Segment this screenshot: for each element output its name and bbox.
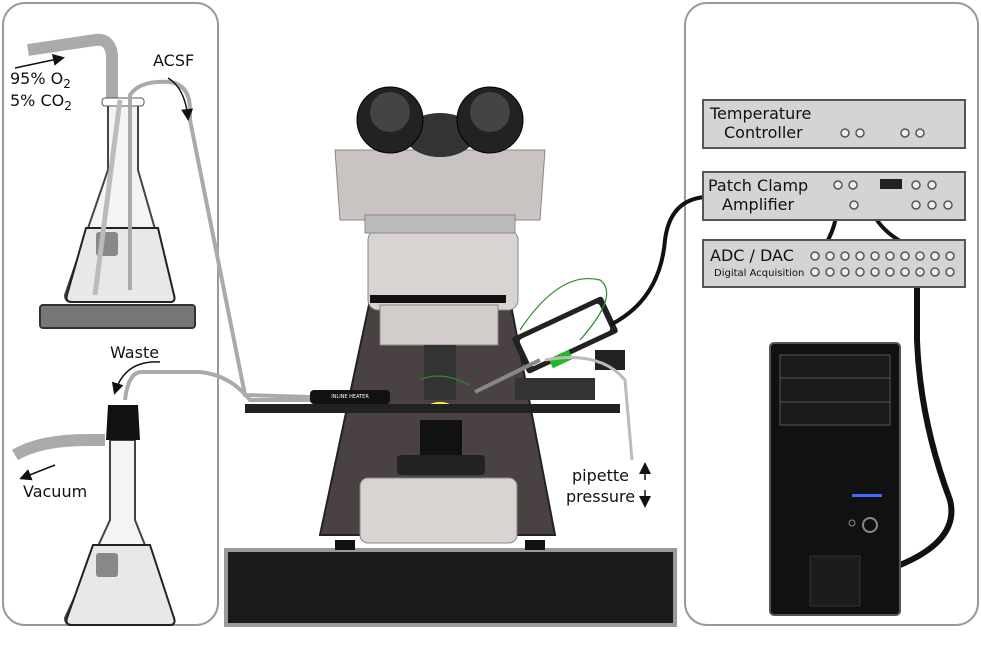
waste-label: Waste — [110, 343, 159, 362]
connector — [870, 251, 880, 261]
acsf-label: ACSF — [153, 51, 194, 70]
manipulator — [515, 378, 595, 400]
headstage-face — [519, 303, 611, 367]
connector — [885, 251, 895, 261]
connector — [840, 267, 850, 277]
flask-liquid — [65, 544, 176, 626]
connector — [927, 180, 937, 190]
ground-wire — [519, 278, 608, 341]
connector — [915, 128, 925, 138]
device-label: Temperature — [709, 104, 811, 123]
gas-arrow — [14, 54, 65, 69]
connector — [855, 128, 865, 138]
right-panel — [684, 2, 979, 626]
stage — [245, 404, 620, 413]
connector — [915, 251, 925, 261]
vacuum-tube — [11, 434, 105, 461]
led — [852, 494, 882, 497]
device-label: Amplifier — [722, 195, 795, 214]
connector — [870, 267, 880, 277]
device-label: ADC / DAC — [710, 246, 794, 265]
gas-label: 95% O2 — [10, 69, 71, 91]
power-button — [862, 517, 878, 533]
connector — [885, 267, 895, 277]
ground-wire — [419, 375, 471, 386]
drive-bay — [779, 354, 891, 426]
connector — [930, 251, 940, 261]
heater — [310, 390, 390, 404]
connector — [810, 251, 820, 261]
adc-dac — [702, 239, 966, 288]
cable — [609, 195, 706, 327]
connector — [825, 251, 835, 261]
connector — [945, 251, 955, 261]
connector — [927, 200, 937, 210]
vacuum-label: Vacuum — [23, 482, 87, 501]
eyepiece-lens — [370, 92, 410, 132]
heater-label: INLINE HEATER — [331, 394, 369, 400]
connector — [943, 200, 953, 210]
pressure-label: pressure — [566, 487, 635, 506]
connector — [915, 267, 925, 277]
foot — [335, 540, 355, 550]
cable — [898, 285, 955, 568]
connector — [833, 180, 843, 190]
connector — [849, 200, 859, 210]
connector — [848, 180, 858, 190]
connector — [930, 267, 940, 277]
waste-arrow — [111, 361, 161, 395]
vent — [809, 555, 861, 607]
stopper — [106, 405, 140, 440]
device-sublabel: Digital Acquisition — [714, 268, 804, 279]
connector — [900, 128, 910, 138]
pressure-label: pipette — [572, 466, 629, 485]
pipette — [474, 358, 541, 394]
acsf-arrow — [167, 77, 194, 121]
vacuum-arrow — [19, 464, 56, 481]
condenser — [420, 420, 462, 460]
flask-label — [96, 553, 118, 577]
gas-tube — [27, 33, 118, 100]
waste-tube — [123, 370, 315, 402]
connector — [825, 267, 835, 277]
flask-liquid — [65, 227, 176, 303]
gas-label: 5% CO2 — [10, 91, 72, 113]
condenser-ring — [397, 455, 485, 475]
connector — [810, 267, 820, 277]
foot — [525, 540, 545, 550]
binocular-neck — [364, 214, 516, 234]
objective — [424, 345, 456, 400]
table — [224, 548, 677, 627]
connector — [840, 128, 850, 138]
connector — [855, 267, 865, 277]
gas-tube — [92, 99, 123, 296]
eyepiece-lens — [470, 92, 510, 132]
connector — [911, 200, 921, 210]
nosepiece — [379, 304, 499, 346]
reset-button — [848, 519, 856, 527]
device-label: Patch Clamp — [708, 176, 808, 195]
manipulator — [595, 350, 625, 370]
display — [880, 179, 902, 189]
connectors — [810, 128, 955, 277]
hotplate — [39, 304, 196, 329]
connector — [855, 251, 865, 261]
device-label: Controller — [724, 123, 803, 142]
flask-rim — [101, 97, 145, 107]
connector — [840, 251, 850, 261]
connector — [945, 267, 955, 277]
pressure-tube — [544, 356, 634, 461]
band — [370, 295, 506, 303]
patch-clamp-amplifier — [702, 171, 966, 221]
binocular-body — [334, 149, 546, 221]
connector — [900, 267, 910, 277]
temperature-controller — [702, 99, 966, 149]
lamp-housing — [359, 477, 518, 544]
connector — [911, 180, 921, 190]
connector — [900, 251, 910, 261]
